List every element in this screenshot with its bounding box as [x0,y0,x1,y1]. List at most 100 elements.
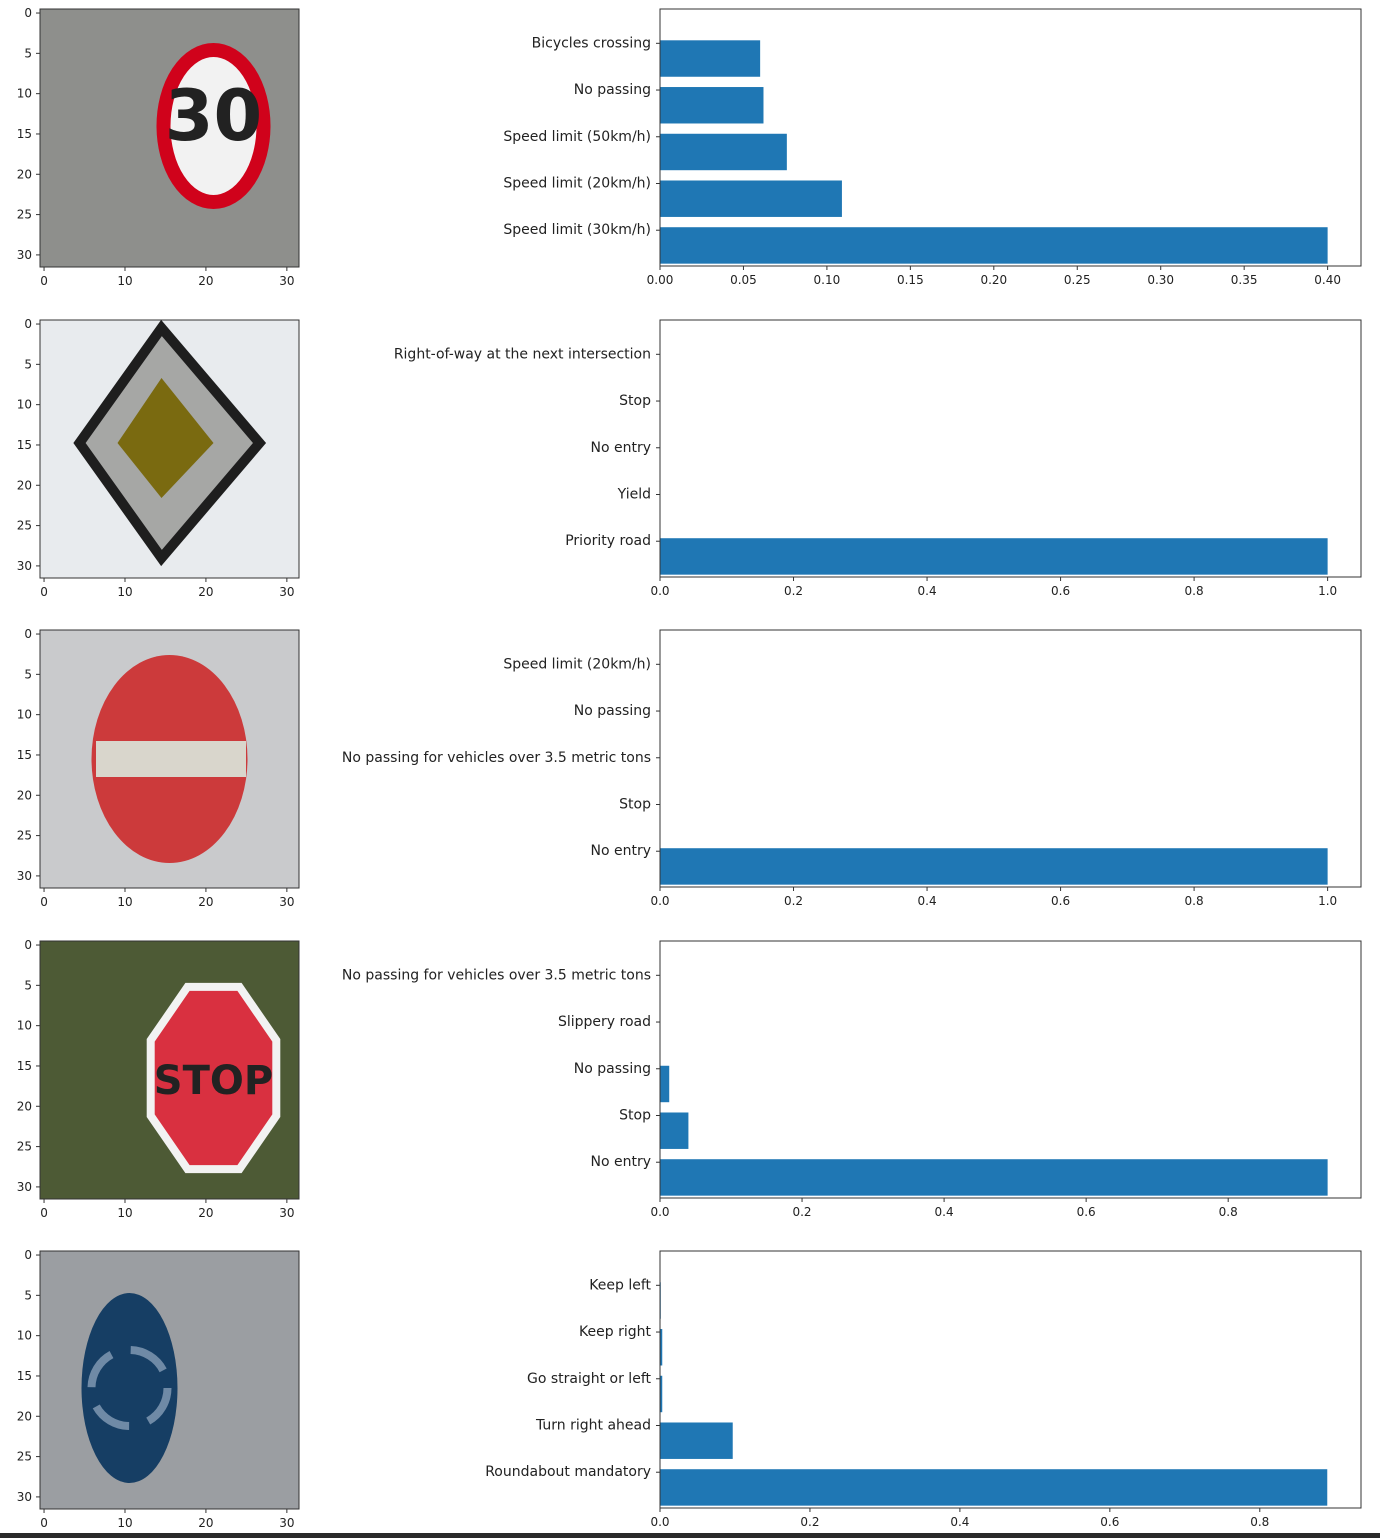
probability-chart-5: Roundabout mandatory Turn right ahead Go s… [485,1250,1362,1529]
image-ytick-label: 30 [17,1490,32,1504]
xtick-label: 0.05 [730,273,757,287]
xtick-label: 0.8 [1219,1205,1238,1219]
image-ytick-label: 15 [17,1059,32,1073]
xtick-label: 0.2 [784,584,803,598]
image-xtick-label: 10 [117,585,132,599]
image-ytick-label: 10 [17,1019,32,1033]
category-label: Keep right [579,1324,651,1340]
image-ytick-label: 20 [17,478,32,492]
category-label: Speed limit (20km/h) [503,656,651,672]
bar [660,1065,670,1103]
image-ytick-label: 15 [17,748,32,762]
category-label: Keep left [589,1277,651,1293]
category-label: Go straight or left [527,1371,652,1387]
xtick-label: 0.25 [1064,273,1091,287]
category-label: No passing for vehicles over 3.5 metric … [342,750,651,766]
image-ytick-label: 0 [24,938,32,952]
category-label: Bicycles crossing [532,35,651,51]
bar [660,40,761,77]
image-ytick-label: 30 [17,869,32,883]
image-xtick-label: 30 [279,585,294,599]
image-ytick-label: 10 [17,87,32,101]
chart-axes-frame [659,1250,1362,1509]
image-ytick-label: 25 [17,208,32,222]
image-xtick-label: 20 [198,1516,213,1530]
sign-face [156,43,271,209]
image-xtick-label: 20 [198,895,213,909]
sign-face [117,378,214,498]
category-label: Stop [619,393,651,409]
image-ytick-label: 15 [17,438,32,452]
xtick-label: 0.2 [784,894,803,908]
subplot-row-1: 30 0 5 10 15 20 25 30 0 10 20 30 Speed limit (30km/h… [17,6,1362,288]
category-label: Yield [617,486,651,502]
image-xtick-label: 10 [117,1516,132,1530]
bar [660,87,764,124]
image-ytick-label: 10 [17,1329,32,1343]
xtick-label: 0.35 [1231,273,1258,287]
subplot-row-2: 0 5 10 15 20 25 30 0 10 20 30 Priority road Yield No … [17,317,1362,599]
xtick-label: 0.00 [647,273,674,287]
category-label: No passing [574,1061,651,1077]
probability-chart-1: Speed limit (30km/h) Speed limit (20km/h)… [503,8,1362,287]
image-axes-frame [39,8,300,268]
image-ytick-label: 0 [24,627,32,641]
xtick-label: 0.6 [1051,584,1070,598]
window-bottom-edge [0,1533,1380,1538]
xtick-label: 0.20 [980,273,1007,287]
image-ytick-label: 20 [17,788,32,802]
sign-symbol [87,1346,172,1430]
image-axes-frame [39,940,300,1200]
sign-symbol [96,741,246,777]
image-ytick-label: 25 [17,829,32,843]
probability-chart-3: No entry Stop No passing for vehicles over… [342,629,1362,908]
xtick-label: 1.0 [1318,584,1337,598]
image-xtick-label: 30 [279,895,294,909]
chart-axes-frame [659,8,1362,267]
image-ytick-label: 30 [17,559,32,573]
image-axes-frame [39,629,300,889]
image-xtick-label: 30 [279,1516,294,1530]
bar [660,1159,1328,1196]
subplot-row-4: STOP 0 5 10 15 20 25 30 0 10 20 30 No entry Stop No pa… [17,938,1362,1220]
image-xtick-label: 0 [40,895,48,909]
stop-sign-image: STOP [40,941,299,1199]
image-ytick-label: 15 [17,1369,32,1383]
sign-face [146,982,281,1174]
sign-symbol: 30 [165,75,262,157]
bar [660,1329,663,1366]
chart-axes-frame [659,940,1362,1199]
no-entry-sign-image [40,630,299,888]
image-axes-frame [39,1250,300,1510]
image-xtick-label: 20 [198,274,213,288]
xtick-label: 0.2 [800,1515,819,1529]
category-label: No entry [590,440,651,456]
category-label: Right-of-way at the next intersection [394,346,651,362]
bar [660,538,1328,575]
category-label: No passing [574,82,651,98]
xtick-label: 0.8 [1250,1515,1269,1529]
xtick-label: 0.0 [650,894,669,908]
image-ytick-label: 20 [17,167,32,181]
xtick-label: 0.6 [1077,1205,1096,1219]
image-ytick-label: 0 [24,317,32,331]
image-xtick-label: 0 [40,1516,48,1530]
xtick-label: 0.4 [918,584,937,598]
subplot-row-5: 0 5 10 15 20 25 30 0 10 20 30 Roundabout mandatory T… [17,1248,1362,1530]
speed-limit-30-sign-image: 30 [40,9,299,267]
subplot-row-3: 0 5 10 15 20 25 30 0 10 20 30 No entry Stop No passin… [17,627,1362,909]
probability-chart-2: Priority road Yield No entry Stop Right-of-w… [394,319,1362,598]
category-label: Priority road [565,533,651,549]
image-ytick-label: 5 [24,667,32,681]
category-label: Slippery road [558,1014,651,1030]
image-ytick-label: 0 [24,1248,32,1262]
image-ytick-label: 5 [24,46,32,60]
category-label: Stop [619,1107,651,1123]
image-xtick-label: 10 [117,895,132,909]
xtick-label: 0.10 [814,273,841,287]
bar [660,848,1328,885]
category-label: No entry [590,843,651,859]
image-xtick-label: 30 [279,274,294,288]
bar [660,1469,1328,1506]
priority-road-sign-image [40,319,299,578]
